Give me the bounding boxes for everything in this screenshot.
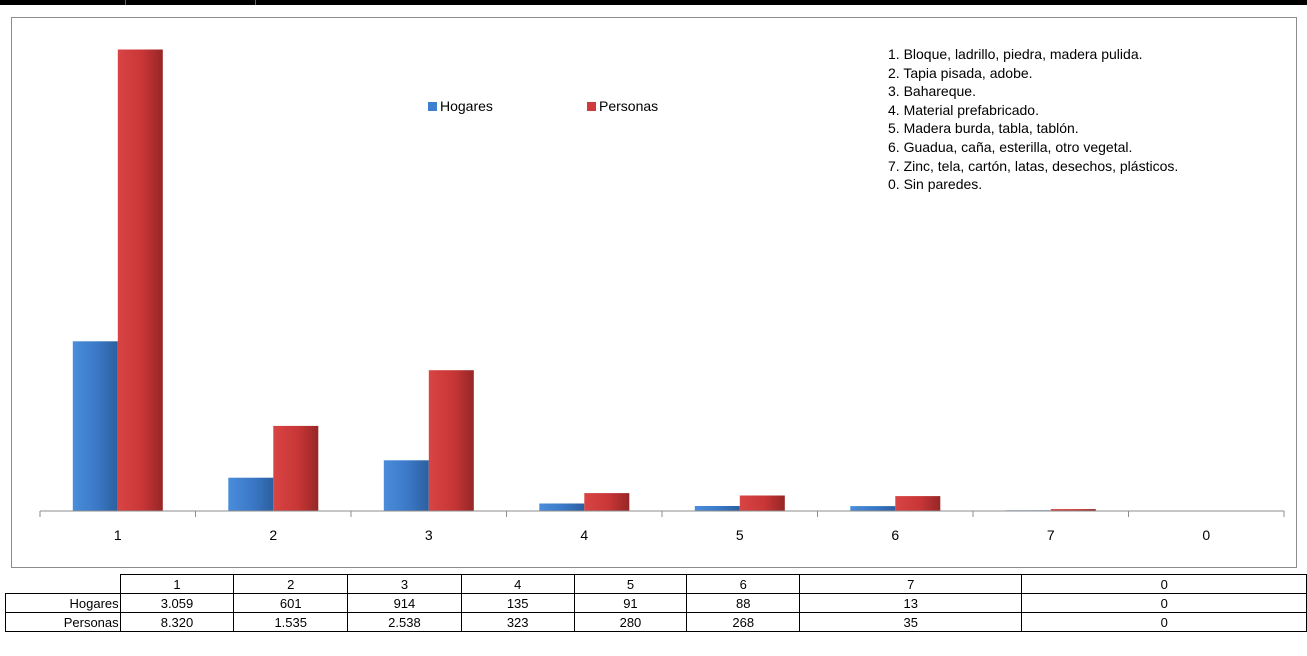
table-row-label: Personas <box>5 612 121 632</box>
note-item: 6. Guadua, caña, esterilla, otro vegetal… <box>888 138 1133 155</box>
table-header-cell: 4 <box>460 574 575 594</box>
x-tick-label: 3 <box>425 527 433 543</box>
bar-personas-1 <box>117 49 163 511</box>
note-item: 4. Material prefabricado. <box>888 101 1039 118</box>
table-cell: 1.535 <box>233 612 349 632</box>
table-cell: 13 <box>799 593 1023 613</box>
table-row-label: Hogares <box>5 593 121 613</box>
bar-personas-7 <box>1050 509 1096 511</box>
x-tick-label: 1 <box>114 527 122 543</box>
table-row: Hogares 3.059 601 914 135 91 88 13 0 <box>5 593 1307 613</box>
table-header-row: 1 2 3 4 5 6 7 0 <box>5 574 1307 594</box>
table-cell: 35 <box>799 612 1023 632</box>
bar-personas-3 <box>428 370 474 511</box>
table-cell: 268 <box>686 612 801 632</box>
bar-hogares-5 <box>694 506 740 511</box>
bar-chart: 1 2 3 4 5 6 7 0 <box>39 49 1285 543</box>
x-tick-label: 2 <box>269 527 277 543</box>
table-cell: 88 <box>686 593 801 613</box>
category-notes: 1. Bloque, ladrillo, piedra, madera puli… <box>888 45 1178 194</box>
table-cell: 3.059 <box>119 593 235 613</box>
bar-hogares-2 <box>228 477 274 511</box>
bar-personas-5 <box>739 495 785 511</box>
note-item: 1. Bloque, ladrillo, piedra, madera puli… <box>888 46 1143 62</box>
note-item: 3. Bahareque. <box>888 83 976 100</box>
bar-hogares-4 <box>539 503 585 511</box>
bar-personas-4 <box>584 493 630 511</box>
table-header-cell: 5 <box>573 574 688 594</box>
top-border-tick <box>125 0 126 5</box>
note-item: 7. Zinc, tela, cartón, latas, desechos, … <box>888 157 1179 174</box>
bar-personas-2 <box>273 425 319 511</box>
table-cell: 323 <box>460 612 575 632</box>
data-table: 1 2 3 4 5 6 7 0 Hogares 3.059 601 914 13… <box>5 574 1307 632</box>
bar-hogares-6 <box>850 506 896 511</box>
legend-label-hogares: Hogares <box>440 98 493 114</box>
legend-swatch-personas <box>587 101 596 111</box>
legend-item-hogares: Hogares <box>428 98 493 114</box>
bar-personas-6 <box>895 496 941 511</box>
x-tick-label: 4 <box>580 527 588 543</box>
table-cell: 2.538 <box>347 612 462 632</box>
note-item: 0. Sin paredes. <box>888 176 983 193</box>
x-tick-label: 5 <box>736 527 744 543</box>
table-cell: 601 <box>233 593 349 613</box>
note-item: 5. Madera burda, tabla, tablón. <box>888 120 1079 137</box>
x-tick-label: 0 <box>1202 527 1210 543</box>
legend-label-personas: Personas <box>599 98 659 114</box>
table-header-cell: 0 <box>1021 574 1307 594</box>
table-header-cell: 7 <box>799 574 1023 594</box>
table-cell: 135 <box>460 593 575 613</box>
top-border-tick <box>255 0 256 5</box>
table-cell: 0 <box>1021 593 1307 613</box>
table-cell: 91 <box>573 593 688 613</box>
bar-hogares-3 <box>383 460 429 511</box>
table-header-cell: 1 <box>119 574 235 594</box>
table-cell: 8.320 <box>119 612 235 632</box>
x-tick-label: 7 <box>1047 527 1055 543</box>
x-tick-label: 6 <box>891 527 899 543</box>
table-cell: 280 <box>573 612 688 632</box>
table-row: Personas 8.320 1.535 2.538 323 280 268 3… <box>5 612 1307 632</box>
table-cell: 914 <box>347 593 462 613</box>
top-border-line <box>0 0 1307 5</box>
table-corner-cell <box>5 574 121 594</box>
bar-hogares-1 <box>72 341 118 511</box>
table-cell: 0 <box>1021 612 1307 632</box>
legend-item-personas: Personas <box>587 98 658 114</box>
table-header-cell: 3 <box>347 574 462 594</box>
table-header-cell: 6 <box>686 574 801 594</box>
legend-swatch-hogares <box>428 101 437 111</box>
table-header-cell: 2 <box>233 574 349 594</box>
note-item: 2. Tapia pisada, adobe. <box>888 64 1033 81</box>
chart-frame: 1 2 3 4 5 6 7 0 Hogares Personas 1. Bloque, lad… <box>11 17 1297 568</box>
